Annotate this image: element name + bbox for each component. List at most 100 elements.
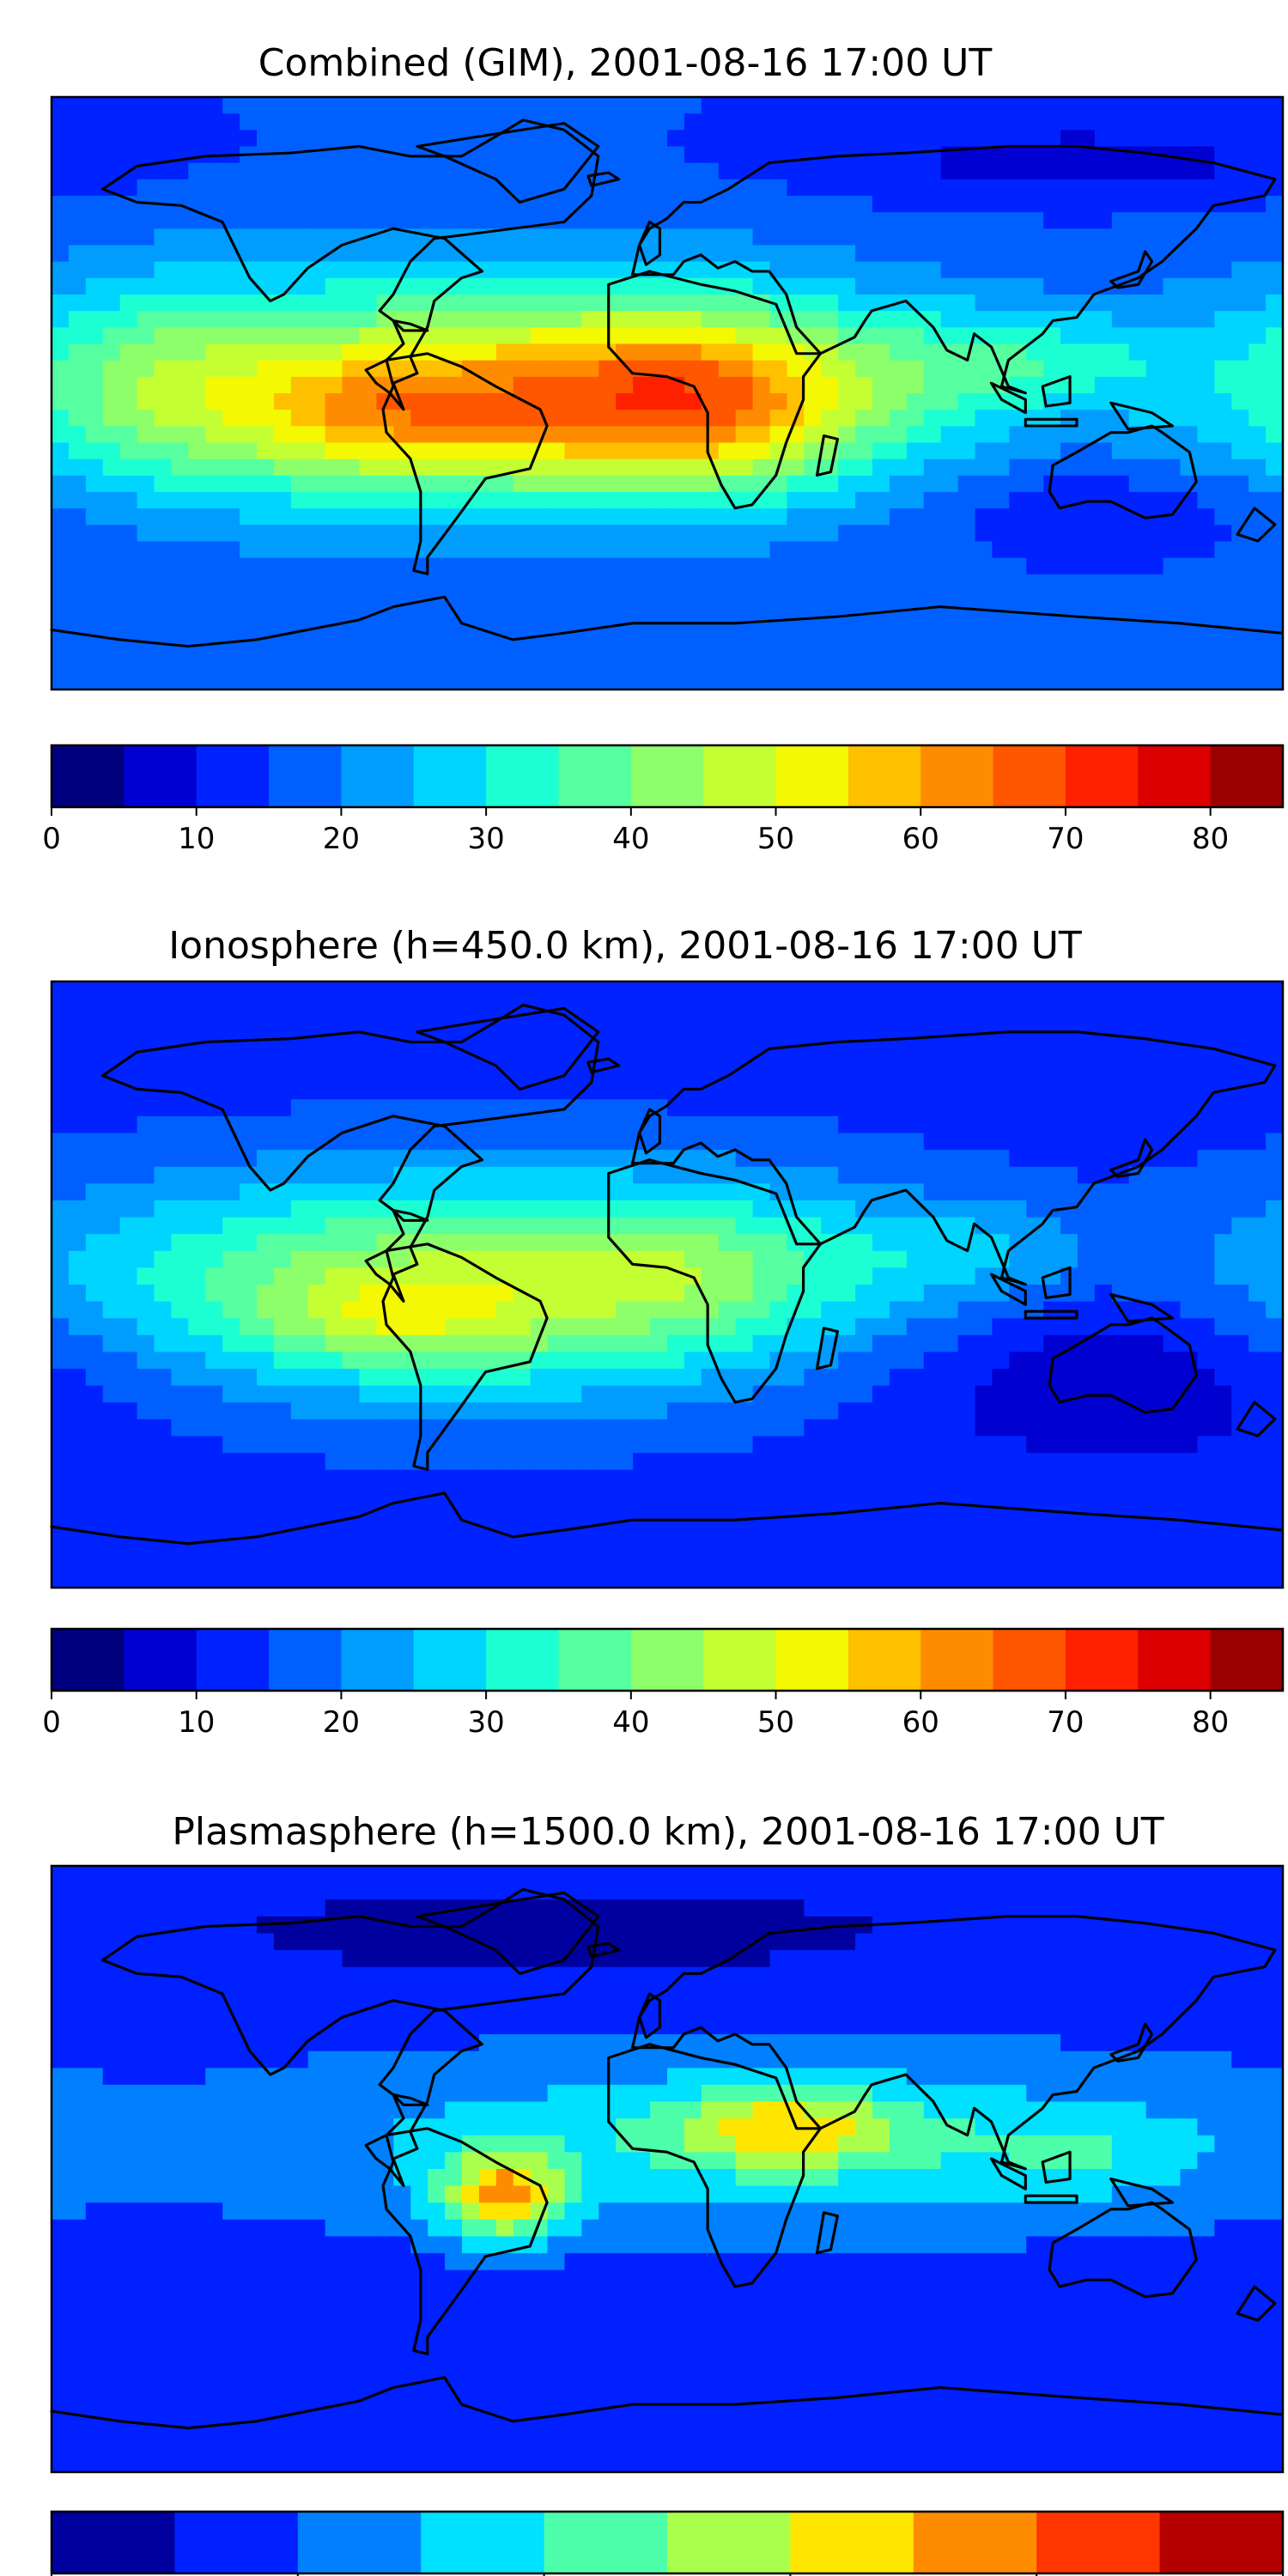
heat-cell	[957, 130, 976, 148]
heat-cell	[342, 591, 361, 608]
heat-cell	[1163, 1352, 1182, 1370]
heat-cell	[1111, 1217, 1130, 1235]
heat-cell	[1163, 672, 1182, 690]
heat-cell	[359, 1520, 378, 1538]
heat-cell	[1111, 162, 1130, 180]
heat-cell	[564, 327, 583, 345]
heat-cell	[205, 1503, 223, 1522]
heat-cell	[821, 1453, 839, 1471]
heat-cell	[1009, 360, 1028, 378]
heat-cell	[650, 1469, 668, 1488]
heat-cell	[495, 1048, 514, 1066]
heat-cell	[787, 1436, 805, 1454]
heat-cell	[240, 113, 258, 131]
heat-cell	[359, 475, 378, 493]
heat-cell	[957, 574, 976, 592]
heat-cell	[495, 557, 514, 575]
heat-cell	[188, 426, 207, 444]
heat-cell	[718, 525, 737, 543]
heat-cell	[1009, 261, 1028, 279]
heat-cell	[889, 277, 908, 295]
heat-cell	[513, 327, 532, 345]
heat-cell	[940, 179, 959, 197]
heat-cell	[581, 343, 600, 361]
heat-cell	[889, 998, 908, 1017]
heat-cell	[342, 179, 361, 197]
heat-cell	[1009, 295, 1028, 312]
heat-cell	[1094, 343, 1113, 361]
heat-cell	[359, 1150, 378, 1168]
heat-cell	[701, 1503, 720, 1522]
heat-cell	[650, 1267, 668, 1285]
heat-cell	[445, 1385, 463, 1404]
heat-cell	[171, 343, 190, 361]
heat-cell	[410, 607, 428, 625]
heat-cell	[188, 1369, 207, 1387]
heat-cell	[701, 179, 720, 197]
heat-cell	[598, 212, 617, 230]
heat-cell	[1214, 1166, 1233, 1185]
heat-cell	[119, 343, 138, 361]
heat-cell	[1249, 1285, 1267, 1303]
heat-cell	[1094, 442, 1113, 460]
heat-cell	[923, 492, 942, 509]
heat-cell	[119, 228, 138, 246]
heat-cell	[205, 1217, 223, 1235]
heat-cell	[992, 981, 1011, 999]
heat-cell	[1128, 1285, 1147, 1303]
heat-cell	[154, 228, 173, 246]
heat-cell	[1009, 508, 1028, 526]
heat-cell	[307, 574, 326, 592]
heat-cell	[633, 672, 651, 690]
heat-cell	[564, 1369, 583, 1387]
heat-cell	[1163, 574, 1182, 592]
heat-cell	[650, 557, 668, 575]
heat-cell	[171, 295, 190, 312]
heat-cell	[1043, 1369, 1061, 1387]
heat-cell	[102, 1301, 121, 1320]
heat-cell	[616, 623, 634, 641]
heat-cell	[821, 1250, 839, 1269]
heat-cell	[667, 1133, 685, 1151]
heat-cell	[478, 410, 497, 428]
heat-cell	[821, 295, 839, 312]
heat-cell	[257, 228, 275, 246]
heat-cell	[171, 672, 190, 690]
heat-cell	[137, 1436, 155, 1454]
heat-cell	[273, 179, 292, 197]
heat-cell	[718, 1503, 737, 1522]
heat-cell	[1009, 1099, 1028, 1117]
heat-cell	[940, 998, 959, 1017]
heat-cell	[428, 1133, 446, 1151]
heat-cell	[701, 442, 720, 460]
heat-cell	[889, 623, 908, 641]
heat-cell	[85, 557, 104, 575]
heat-cell	[598, 228, 617, 246]
heat-cell	[1163, 1285, 1182, 1303]
heat-cell	[513, 245, 532, 263]
heat-cell	[821, 492, 839, 509]
heat-cell	[325, 1402, 343, 1420]
heat-cell	[667, 672, 685, 690]
heat-cell	[940, 212, 959, 230]
heat-cell	[683, 1183, 702, 1201]
heat-cell	[1249, 1436, 1267, 1454]
heat-cell	[1111, 130, 1130, 148]
heat-cell	[821, 113, 839, 131]
heat-cell	[222, 475, 240, 493]
heat-cell	[650, 1217, 668, 1235]
heat-cell	[838, 525, 856, 543]
heat-cell	[85, 475, 104, 493]
heat-cell	[1266, 541, 1284, 559]
heat-cell	[119, 179, 138, 197]
heat-cell	[1060, 442, 1078, 460]
heat-cell	[359, 1031, 378, 1050]
heat-cell	[735, 1133, 754, 1151]
heat-cell	[188, 113, 207, 131]
heat-cell	[804, 1402, 823, 1420]
heat-cell	[154, 656, 173, 674]
heat-cell	[530, 1352, 549, 1370]
heat-cell	[1266, 1066, 1284, 1084]
heat-cell	[683, 525, 702, 543]
heat-cell	[325, 1267, 343, 1285]
